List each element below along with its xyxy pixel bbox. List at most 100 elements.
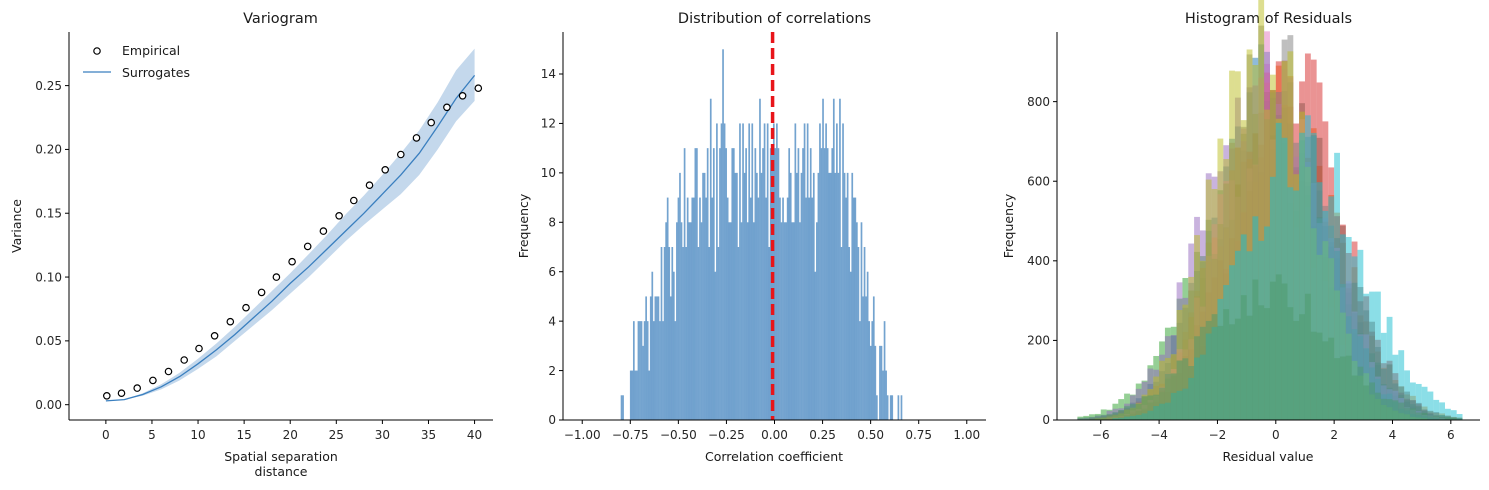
- residual-bar: [1439, 402, 1445, 420]
- residual-bar: [1404, 407, 1410, 420]
- correlation-bar: [885, 370, 887, 420]
- correlations-y-label: Frequency: [516, 193, 531, 258]
- correlation-bar: [691, 197, 694, 420]
- residual-bar: [1188, 276, 1195, 420]
- correlation-bar: [851, 172, 854, 420]
- x-tick-label: 35: [421, 428, 436, 442]
- correlation-bar: [812, 172, 815, 420]
- correlation-bar: [874, 345, 877, 420]
- empirical-point: [365, 181, 374, 190]
- correlation-bar: [669, 296, 672, 420]
- correlation-bar: [697, 247, 700, 420]
- correlation-bar: [786, 197, 789, 420]
- x-tick-label: −6: [1092, 428, 1110, 442]
- empirical-point: [288, 257, 296, 266]
- residual-bar: [1409, 382, 1416, 420]
- correlation-bar: [731, 148, 734, 420]
- correlation-bar: [742, 123, 744, 420]
- correlation-bar: [774, 148, 777, 420]
- correlation-bar: [796, 172, 798, 420]
- correlation-bar: [683, 148, 686, 420]
- residual-bar: [1334, 358, 1340, 420]
- x-tick-label: 15: [236, 428, 251, 442]
- variogram-title: Variogram: [243, 11, 318, 27]
- correlation-bar: [694, 148, 697, 420]
- correlation-bar: [871, 321, 874, 420]
- correlation-bar: [643, 321, 646, 420]
- empirical-points: [103, 84, 483, 400]
- correlation-bar: [797, 148, 800, 420]
- correlation-bar: [668, 247, 671, 420]
- residual-bar: [1322, 341, 1329, 420]
- variogram-y-ticks: 0.00 0.05 0.10 0.15 0.20 0.25: [35, 79, 69, 412]
- correlation-bar: [706, 148, 709, 420]
- residuals-panel: Histogram of Residuals −6 −4 −2 0 2 4 6 0 200 40…: [1001, 0, 1480, 464]
- residual-bar: [1281, 137, 1288, 420]
- y-tick-label: 0.20: [35, 143, 62, 157]
- correlation-bar: [840, 247, 843, 420]
- residual-bar: [1386, 399, 1393, 420]
- x-tick-label: 0.25: [809, 428, 836, 442]
- correlation-bar: [682, 247, 684, 420]
- residual-bar: [1322, 210, 1329, 420]
- correlation-bar: [879, 345, 881, 420]
- residual-bar: [1398, 402, 1405, 420]
- correlation-bar: [646, 321, 649, 420]
- correlation-bar: [825, 123, 827, 420]
- correlation-bar: [800, 172, 803, 420]
- correlations-panel: Distribution of correlations −1.00 −0.75−…: [516, 11, 986, 464]
- correlation-bar: [714, 271, 717, 420]
- empirical-point: [149, 376, 157, 385]
- residual-bar: [1444, 417, 1451, 420]
- correlation-bar: [805, 197, 807, 420]
- correlation-bar: [671, 247, 674, 420]
- legend-label-empirical: Empirical: [122, 43, 180, 58]
- correlation-bar: [802, 148, 804, 420]
- y-tick-label: 0: [1042, 413, 1050, 427]
- correlation-bar: [809, 148, 812, 420]
- correlation-bar: [663, 247, 666, 420]
- correlation-bar: [722, 49, 724, 421]
- correlation-bar: [716, 123, 718, 420]
- correlation-bar: [782, 197, 784, 420]
- correlation-bar: [765, 197, 767, 420]
- residual-bar: [1246, 315, 1253, 420]
- correlation-bar: [836, 123, 838, 420]
- correlation-bar: [832, 98, 835, 420]
- correlation-bar: [759, 98, 761, 420]
- x-label-line: Spatial separation: [224, 449, 338, 464]
- residual-bar: [1369, 382, 1375, 420]
- residual-bar: [1363, 385, 1370, 420]
- x-tick-label: 0.00: [761, 428, 788, 442]
- correlation-bar: [717, 247, 720, 420]
- correlation-bar: [723, 123, 726, 420]
- correlation-bar: [688, 222, 691, 420]
- empirical-point: [458, 92, 467, 100]
- residual-bar: [1444, 408, 1451, 420]
- empirical-point: [272, 273, 281, 281]
- residual-bar: [1415, 383, 1422, 420]
- residual-bar: [1351, 256, 1358, 420]
- correlation-bar: [846, 172, 849, 420]
- correlation-bar: [685, 247, 687, 420]
- correlation-bar: [739, 123, 741, 420]
- residual-bar: [1217, 325, 1224, 420]
- residual-bar: [1351, 375, 1358, 420]
- correlation-bar: [837, 172, 840, 420]
- residual-bar: [1380, 332, 1387, 420]
- residual-bar: [1275, 274, 1282, 420]
- y-tick-label: 12: [541, 117, 556, 131]
- correlation-bar: [726, 197, 729, 420]
- correlation-bar: [719, 148, 721, 420]
- correlation-bar: [680, 222, 683, 420]
- x-tick-label: 2: [1330, 428, 1338, 442]
- y-tick-label: 2: [548, 364, 556, 378]
- correlation-bar: [762, 148, 764, 420]
- residual-bar: [1310, 132, 1317, 420]
- correlation-bar: [732, 148, 735, 420]
- residual-bar: [1427, 391, 1434, 420]
- residual-bar: [1275, 122, 1282, 420]
- correlation-bar: [654, 296, 657, 420]
- correlation-bar: [640, 321, 643, 420]
- correlation-bar: [634, 370, 637, 420]
